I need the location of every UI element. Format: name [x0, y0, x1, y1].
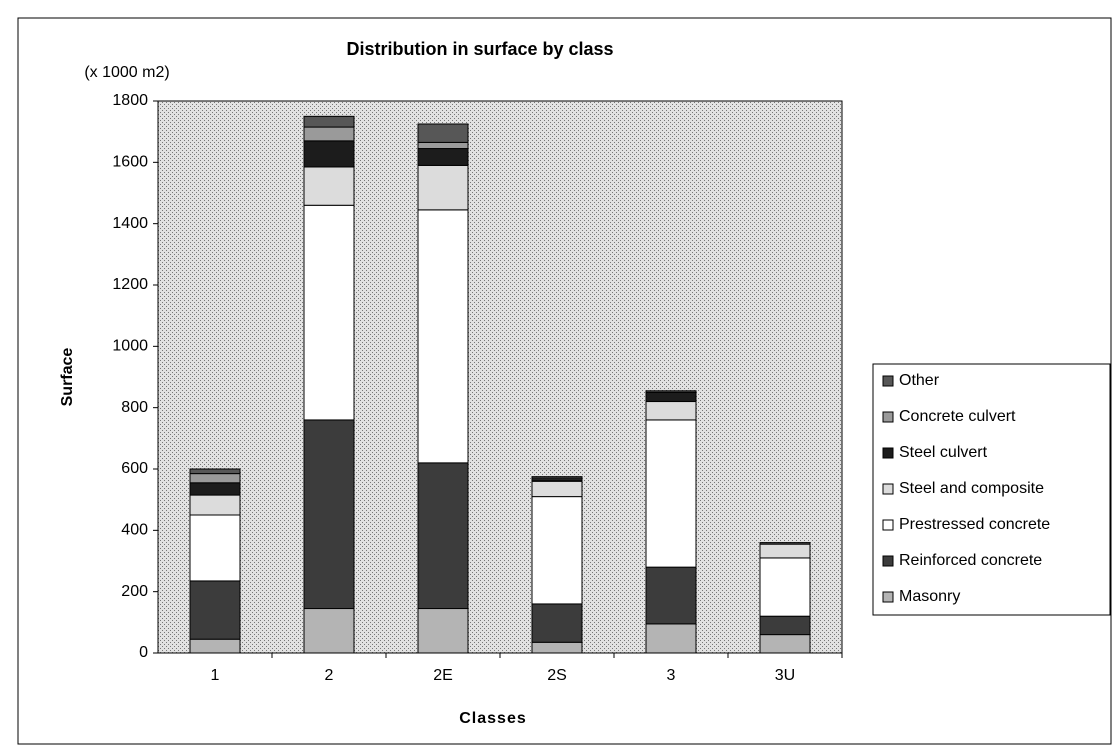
legend-label: Masonry [899, 588, 960, 605]
y-tick-label: 0 [139, 644, 148, 661]
x-axis-label: Classes [459, 710, 527, 727]
unit-label: (x 1000 m2) [84, 64, 169, 81]
legend-swatch [882, 483, 894, 495]
legend-swatch [882, 411, 894, 423]
x-tick-label: 1 [211, 667, 220, 684]
legend-label: Other [899, 372, 940, 389]
bar-segment [189, 494, 241, 516]
y-tick-label: 400 [121, 522, 148, 539]
bar-segment [303, 126, 355, 142]
x-tick-label: 3U [775, 667, 795, 684]
bar-segment [645, 401, 697, 421]
y-tick-label: 1600 [112, 154, 148, 171]
bar-segment [759, 543, 811, 559]
y-tick-label: 200 [121, 583, 148, 600]
y-tick-label: 1800 [112, 92, 148, 109]
y-tick-label: 1000 [112, 338, 148, 355]
legend-box [872, 363, 1111, 616]
bar-segment [189, 473, 241, 484]
x-tick-label: 2S [547, 667, 567, 684]
bar-segment [417, 209, 469, 464]
legend-swatch [882, 519, 894, 531]
bar-segment [189, 482, 241, 496]
y-tick-label: 600 [121, 460, 148, 477]
y-tick-label: 1200 [112, 276, 148, 293]
bar-segment [417, 148, 469, 166]
bar-segment [189, 580, 241, 640]
bar-segment [303, 166, 355, 206]
legend-label: Steel culvert [899, 444, 988, 461]
bar-segment [417, 141, 469, 150]
bar-segment [303, 204, 355, 421]
bar-segment [417, 123, 469, 143]
bar-segment [759, 634, 811, 654]
chart-title: Distribution in surface by class [346, 39, 613, 59]
x-tick-label: 3 [667, 667, 676, 684]
bar-segment [645, 623, 697, 654]
bar-segment [417, 164, 469, 211]
bar-segment [303, 140, 355, 168]
bar-segment [303, 115, 355, 128]
legend-label: Reinforced concrete [899, 552, 1042, 569]
bar-segment [759, 557, 811, 617]
y-tick-label: 800 [121, 399, 148, 416]
legend-swatch [882, 591, 894, 603]
legend-swatch [882, 447, 894, 459]
bar-segment [645, 391, 697, 403]
bar-segment [759, 615, 811, 636]
bar-segment [189, 468, 241, 475]
bar-segment [531, 480, 583, 498]
legend-label: Steel and composite [899, 480, 1044, 497]
legend-label: Concrete culvert [899, 408, 1016, 425]
bar-segment [303, 419, 355, 610]
bar-segment [417, 462, 469, 610]
bar-segment [531, 641, 583, 654]
bar-segment [645, 419, 697, 568]
bar-segment [531, 603, 583, 643]
x-tick-label: 2 [325, 667, 334, 684]
bar-segment [531, 476, 583, 479]
y-axis-label: Surface [59, 348, 76, 407]
bar-segment [189, 514, 241, 582]
bar-segment [189, 638, 241, 654]
legend-label: Prestressed concrete [899, 516, 1050, 533]
y-tick-label: 1400 [112, 215, 148, 232]
bar-segment [531, 496, 583, 605]
x-tick-label: 2E [433, 667, 453, 684]
bar-segment [303, 608, 355, 654]
legend-swatch [882, 555, 894, 567]
bar-segment [645, 566, 697, 625]
plot-area [157, 100, 843, 654]
bar-segment [645, 390, 697, 393]
legend-swatch [882, 375, 894, 387]
bar-segment [759, 542, 811, 545]
bar-segment [417, 608, 469, 654]
